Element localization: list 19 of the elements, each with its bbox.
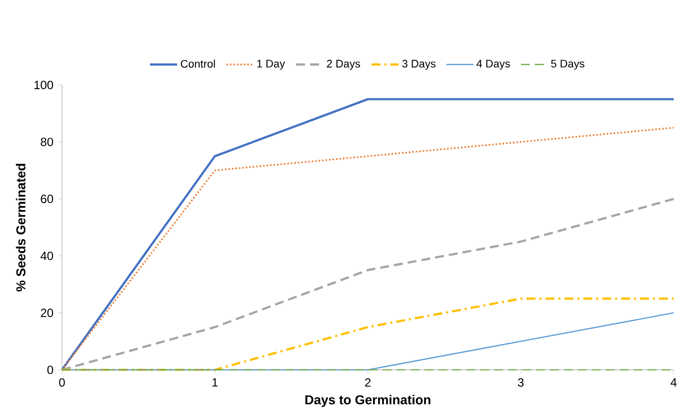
x-axis-title: Days to Germination — [305, 394, 430, 408]
y-tick-label: 60 — [40, 194, 54, 204]
legend-label: 5 Days — [551, 60, 584, 70]
y-tick-label: 20 — [40, 308, 54, 318]
x-tick-label: 4 — [670, 378, 677, 387]
legend-label: 4 Days — [476, 60, 510, 70]
x-tick-label: 2 — [365, 378, 371, 387]
y-tick-label: 100 — [34, 80, 54, 90]
legend-label: 3 Days — [402, 60, 436, 70]
x-tick-label: 0 — [59, 378, 65, 387]
legend-label: 1 Day — [257, 60, 286, 70]
y-axis-title: % Seeds Germinated — [16, 164, 26, 292]
y-tick-label: 40 — [40, 252, 54, 260]
y-tick-label: 0 — [47, 366, 54, 374]
legend-label: 2 Days — [326, 60, 360, 70]
legend-label: Control — [180, 60, 215, 68]
x-tick-label: 3 — [518, 378, 524, 387]
y-tick-label: 80 — [40, 138, 54, 146]
x-tick-label: 1 — [212, 378, 218, 387]
